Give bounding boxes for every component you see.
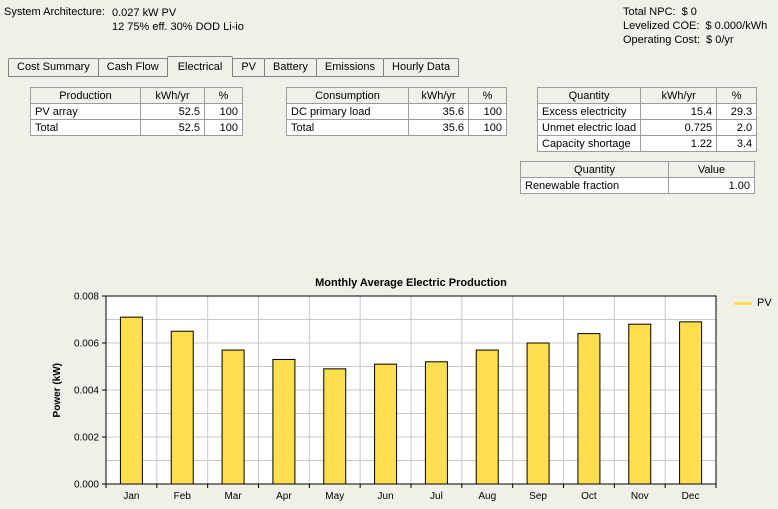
tab-hourly-data[interactable]: Hourly Data — [383, 58, 460, 77]
chart-title: Monthly Average Electric Production — [315, 277, 507, 289]
metric-row: Levelized COE: $ 0.000/kWh — [623, 19, 767, 33]
svg-text:0.000: 0.000 — [74, 480, 99, 491]
row-value: 35.6 — [408, 119, 469, 136]
table-row: Capacity shortage 1.22 3.4 — [536, 135, 758, 152]
svg-text:Aug: Aug — [478, 491, 496, 502]
svg-text:Oct: Oct — [581, 491, 597, 502]
row-value: 0.725 — [640, 119, 718, 136]
monthly-production-chart: Monthly Average Electric Production Powe… — [50, 277, 778, 509]
row-label: Total — [30, 119, 141, 136]
metric-value: $ 0.000/kWh — [705, 20, 768, 32]
chart-legend: PV — [734, 297, 772, 309]
table-row: DC primary load 35.6 100 — [286, 103, 507, 120]
row-value: 1.00 — [668, 177, 755, 194]
row-value: 100 — [204, 103, 243, 120]
metric-label: Total NPC: — [623, 6, 676, 18]
svg-text:Jun: Jun — [378, 491, 394, 502]
production-table: Production kWh/yr% PV array 52.5 100 Total 52.… — [30, 87, 243, 136]
column-header: Quantity — [536, 87, 642, 104]
row-value: 2.0 — [716, 119, 758, 136]
row-label: Capacity shortage — [536, 135, 642, 152]
row-value: 52.5 — [140, 119, 205, 136]
row-label: Unmet electric load — [536, 119, 642, 136]
tab-emissions[interactable]: Emissions — [315, 58, 385, 77]
row-value: 100 — [468, 119, 507, 136]
row-value: 1.22 — [640, 135, 718, 152]
svg-text:Sep: Sep — [529, 491, 547, 502]
row-value: 100 — [204, 119, 243, 136]
column-header: Quantity — [520, 161, 669, 178]
row-label: DC primary load — [286, 103, 409, 120]
column-header: % — [716, 87, 758, 104]
metric-label: Operating Cost: — [623, 34, 701, 46]
metric-label: Levelized COE: — [623, 20, 700, 32]
column-header: kWh/yr — [408, 87, 469, 104]
svg-text:May: May — [325, 491, 344, 502]
row-label: PV array — [30, 103, 141, 120]
metric-value: $ 0/yr — [706, 34, 734, 46]
row-value: 100 — [468, 103, 507, 120]
tab-strip: Cost Summary Cash Flow Electrical PV Battery… — [8, 56, 460, 77]
tab-pv[interactable]: PV — [232, 58, 266, 77]
pv-legend-label: PV — [757, 297, 772, 309]
svg-text:0.004: 0.004 — [74, 386, 99, 397]
row-value: 29.3 — [716, 103, 758, 120]
row-label: Renewable fraction — [520, 177, 669, 194]
table-row: Unmet electric load 0.725 2.0 — [536, 119, 758, 136]
cost-metrics: Total NPC: $ 0 Levelized COE: $ 0.000/kWh Op… — [623, 5, 767, 47]
row-value: 35.6 — [408, 103, 469, 120]
system-architecture-battery: 12 75% eff. 30% DOD Li-io — [112, 21, 244, 33]
svg-text:0.006: 0.006 — [74, 339, 99, 350]
row-label: Excess electricity — [536, 103, 642, 120]
consumption-table: Consumption kWh/yr% DC primary load 35.6 100… — [286, 87, 507, 136]
svg-text:0.002: 0.002 — [74, 433, 99, 444]
table-row: Excess electricity 15.4 29.3 — [536, 103, 758, 120]
row-label: Total — [286, 119, 409, 136]
svg-text:Jan: Jan — [123, 491, 139, 502]
column-header: kWh/yr — [640, 87, 718, 104]
tab-cash-flow[interactable]: Cash Flow — [97, 58, 168, 77]
column-header: % — [468, 87, 507, 104]
row-value: 52.5 — [140, 103, 205, 120]
tab-cost-summary[interactable]: Cost Summary — [8, 58, 99, 77]
svg-text:Apr: Apr — [276, 491, 292, 502]
tab-battery[interactable]: Battery — [264, 58, 317, 77]
pv-legend-swatch — [734, 301, 752, 305]
svg-text:Jul: Jul — [430, 491, 443, 502]
metric-value: $ 0 — [681, 6, 697, 18]
system-architecture: System Architecture: 0.027 kW PV 12 75% … — [4, 6, 244, 34]
table-row: Renewable fraction 1.00 — [520, 177, 755, 194]
row-value: 15.4 — [640, 103, 718, 120]
column-header: % — [204, 87, 243, 104]
column-header: Consumption — [286, 87, 409, 104]
svg-text:Mar: Mar — [224, 491, 242, 502]
column-header: kWh/yr — [140, 87, 205, 104]
system-architecture-label: System Architecture: — [4, 6, 105, 18]
svg-text:Feb: Feb — [174, 491, 192, 502]
column-header: Value — [668, 161, 755, 178]
quantities-table: Quantity kWh/yr% Excess electricity 15.4 29.… — [536, 87, 758, 152]
table-row: Total 52.5 100 — [30, 119, 243, 136]
chart-plot-area: 0.000 0.002 0.004 0.006 0.008 Jan Feb Mar Apr May… — [74, 292, 717, 502]
metric-row: Total NPC: $ 0 — [623, 5, 767, 19]
column-header: Production — [30, 87, 141, 104]
tab-electrical[interactable]: Electrical — [166, 56, 234, 77]
table-row: PV array 52.5 100 — [30, 103, 243, 120]
row-value: 3.4 — [716, 135, 758, 152]
svg-text:0.008: 0.008 — [74, 292, 99, 303]
table-row: Total 35.6 100 — [286, 119, 507, 136]
metric-row: Operating Cost: $ 0/yr — [623, 33, 767, 47]
svg-text:Dec: Dec — [682, 491, 700, 502]
system-architecture-pv: 0.027 kW PV — [112, 7, 177, 19]
svg-text:Nov: Nov — [631, 491, 649, 502]
renewable-fraction-table: Quantity Value Renewable fraction 1.00 — [520, 161, 755, 194]
